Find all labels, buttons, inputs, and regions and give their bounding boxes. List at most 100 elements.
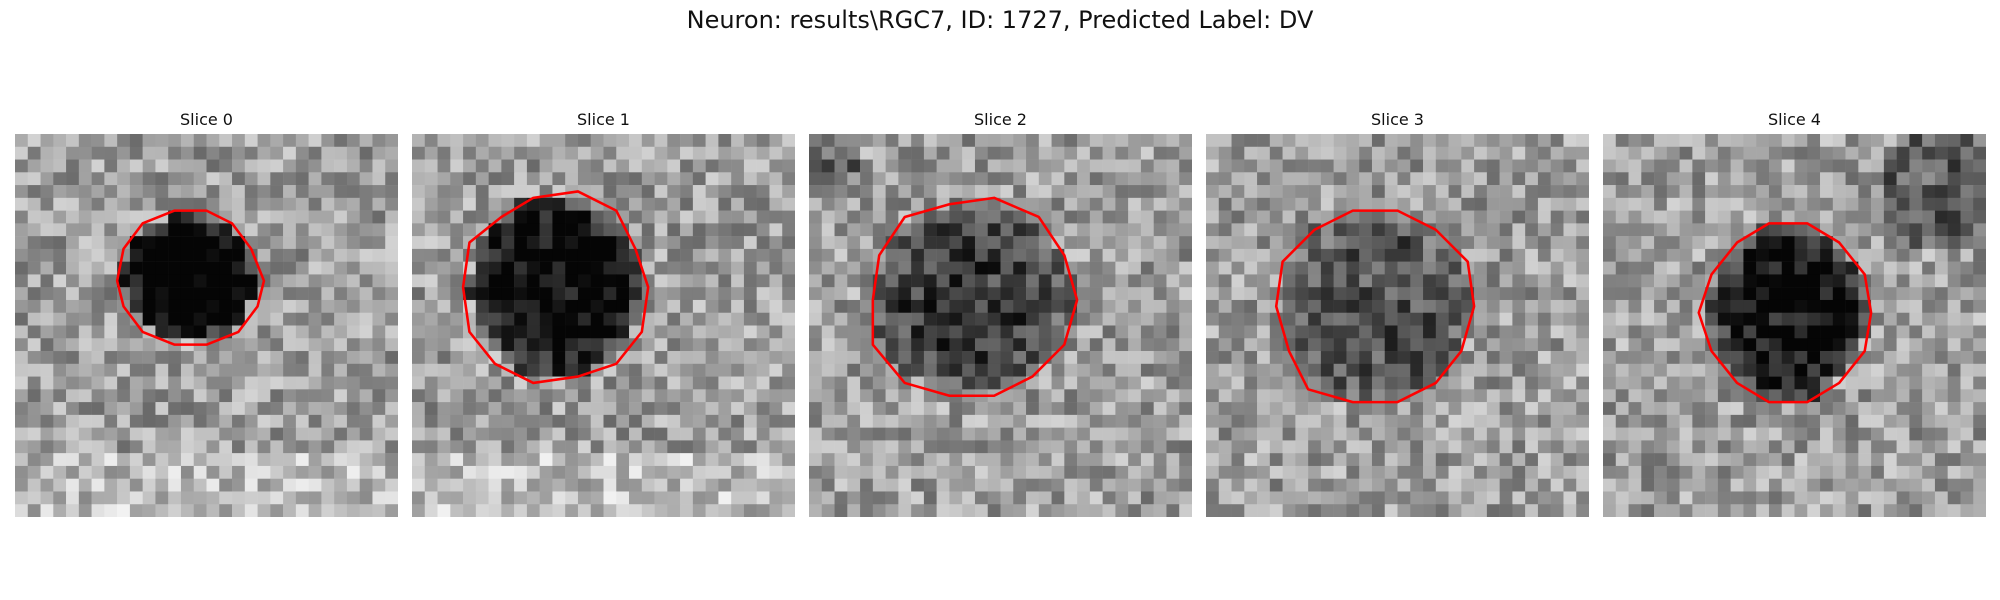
pixel xyxy=(962,159,976,173)
pixel xyxy=(860,134,874,148)
pixel xyxy=(1537,504,1551,517)
pixel xyxy=(1537,402,1551,416)
pixel xyxy=(1654,504,1668,517)
pixel xyxy=(372,312,386,326)
pixel xyxy=(1320,338,1334,352)
pixel xyxy=(129,185,143,199)
pixel xyxy=(885,338,899,352)
pixel xyxy=(424,376,438,390)
pixel xyxy=(1140,351,1154,365)
pixel xyxy=(514,363,528,377)
pixel xyxy=(1730,389,1744,403)
pixel xyxy=(295,478,309,492)
pixel xyxy=(475,274,489,288)
pixel xyxy=(1257,236,1271,250)
pixel xyxy=(590,389,604,403)
pixel xyxy=(1064,504,1078,517)
pixel xyxy=(1525,389,1539,403)
pixel xyxy=(1705,146,1719,160)
pixel xyxy=(1756,338,1770,352)
pixel xyxy=(53,210,67,224)
pixel xyxy=(974,274,988,288)
pixel xyxy=(731,376,745,390)
pixel xyxy=(424,197,438,211)
pixel xyxy=(1768,414,1782,428)
pixel xyxy=(1807,363,1821,377)
pixel xyxy=(270,261,284,275)
pixel xyxy=(1641,210,1655,224)
pixel xyxy=(1679,261,1693,275)
pixel xyxy=(1140,478,1154,492)
pixel xyxy=(718,325,732,339)
pixel xyxy=(1013,210,1027,224)
pixel xyxy=(577,197,591,211)
pixel xyxy=(1615,338,1629,352)
pixel xyxy=(1947,185,1961,199)
pixel xyxy=(1550,363,1564,377)
pixel xyxy=(180,172,194,186)
pixel xyxy=(1218,236,1232,250)
pixel xyxy=(359,312,373,326)
pixel xyxy=(1371,197,1385,211)
pixel xyxy=(1166,248,1180,262)
pixel xyxy=(155,363,169,377)
pixel xyxy=(1013,453,1027,467)
pixel xyxy=(1947,248,1961,262)
pixel xyxy=(206,261,220,275)
pixel xyxy=(577,414,591,428)
pixel xyxy=(577,427,591,441)
pixel xyxy=(1717,427,1731,441)
pixel xyxy=(53,185,67,199)
pixel xyxy=(616,274,630,288)
pixel xyxy=(1474,389,1488,403)
pixel xyxy=(1000,299,1014,313)
pixel xyxy=(577,440,591,454)
pixel xyxy=(667,351,681,365)
pixel xyxy=(641,248,655,262)
pixel xyxy=(1820,210,1834,224)
slice-title-4: Slice 4 xyxy=(1768,110,1821,129)
pixel xyxy=(1525,236,1539,250)
pixel xyxy=(987,351,1001,365)
pixel xyxy=(552,248,566,262)
pixel xyxy=(424,287,438,301)
pixel xyxy=(219,351,233,365)
pixel xyxy=(308,402,322,416)
pixel xyxy=(1077,338,1091,352)
pixel xyxy=(1000,465,1014,479)
pixel xyxy=(1013,465,1027,479)
pixel xyxy=(168,465,182,479)
pixel xyxy=(1013,312,1027,326)
pixel xyxy=(1641,274,1655,288)
pixel xyxy=(539,453,553,467)
pixel xyxy=(1269,146,1283,160)
pixel xyxy=(860,159,874,173)
pixel xyxy=(1077,325,1091,339)
pixel xyxy=(1896,134,1910,148)
pixel xyxy=(1537,261,1551,275)
pixel xyxy=(91,478,105,492)
pixel xyxy=(1359,134,1373,148)
pixel xyxy=(1038,134,1052,148)
pixel xyxy=(244,414,258,428)
pixel xyxy=(756,440,770,454)
pixel xyxy=(437,185,451,199)
pixel xyxy=(295,274,309,288)
pixel xyxy=(1525,491,1539,505)
pixel xyxy=(424,363,438,377)
pixel xyxy=(1359,299,1373,313)
pixel xyxy=(1692,197,1706,211)
pixel xyxy=(565,427,579,441)
pixel xyxy=(565,504,579,517)
pixel xyxy=(809,146,823,160)
pixel xyxy=(1064,197,1078,211)
pixel xyxy=(1603,338,1617,352)
pixel xyxy=(962,363,976,377)
pixel xyxy=(1576,172,1589,186)
pixel xyxy=(911,427,925,441)
pixel xyxy=(1257,465,1271,479)
pixel xyxy=(1768,427,1782,441)
pixel xyxy=(117,338,131,352)
pixel xyxy=(1820,248,1834,262)
pixel xyxy=(1871,504,1885,517)
